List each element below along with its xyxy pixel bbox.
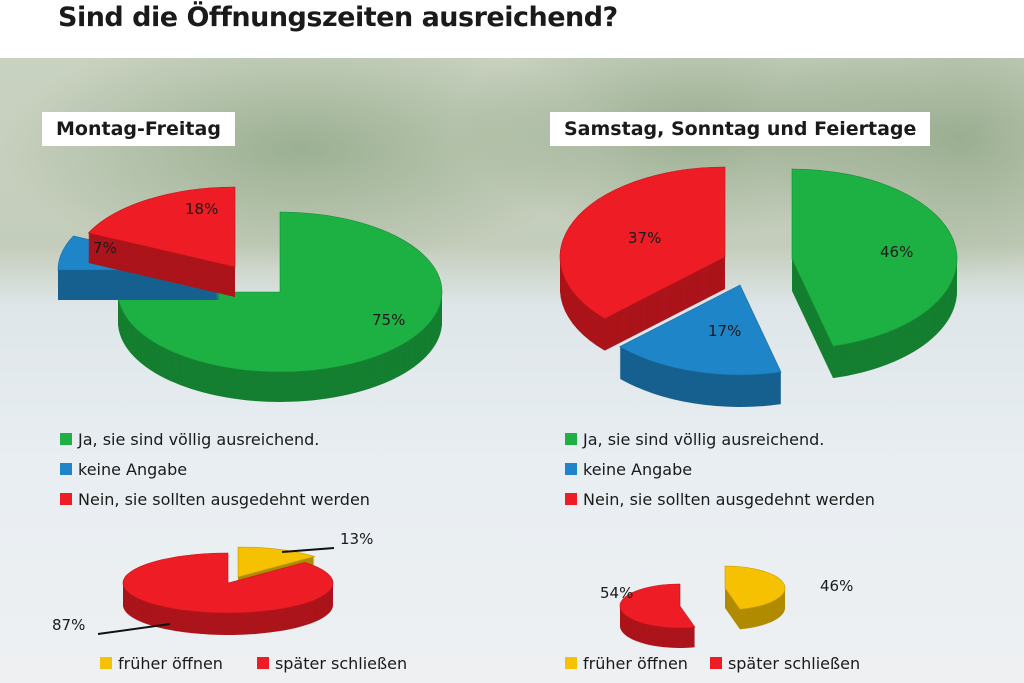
pie-chart-2: 13% 87%: [52, 530, 373, 636]
legend-swatch-yellow: [100, 657, 112, 669]
legend-swatch-blue: [565, 463, 577, 475]
pie-chart-3: 46% 54%: [600, 565, 853, 648]
data-label: 87%: [52, 616, 85, 634]
data-label: 17%: [708, 322, 741, 340]
legend-bottom-left: früher öffnen später schließen: [100, 648, 407, 678]
legend-label: später schließen: [727, 653, 861, 673]
legend-swatch-red: [709, 657, 722, 669]
legend-swatch-red: [256, 657, 269, 669]
legend-swatch-green: [60, 433, 72, 445]
panel-title-weekend: Samstag, Sonntag und Feiertage: [550, 112, 931, 146]
label-leader-line: [97, 623, 171, 635]
pie-slice-top: [117, 211, 443, 373]
legend-label: Nein, sie sollten ausgedehnt werden: [583, 489, 875, 509]
panel-title-weekdays: Montag-Freitag: [42, 112, 235, 146]
legend-label: Nein, sie sollten ausgedehnt werden: [78, 489, 370, 509]
pie-slice-top: [724, 565, 786, 610]
data-label: 7%: [93, 239, 117, 257]
legend-swatch-yellow: [565, 657, 577, 669]
legend-label: später schließen: [274, 653, 408, 673]
pie-slice-top: [237, 546, 316, 578]
pie-chart-0: 75% 7% 18%: [57, 186, 443, 402]
pie-slice: [87, 186, 236, 297]
label-leader-line: [281, 547, 335, 553]
pie-slice: [619, 583, 696, 648]
legend-label: Ja, sie sind völlig ausreichend.: [583, 429, 825, 449]
pie-slice: [791, 168, 958, 379]
data-label: 46%: [880, 243, 913, 261]
legend-label: früher öffnen: [583, 653, 688, 673]
pie-slice: [619, 284, 782, 407]
legend-label: früher öffnen: [118, 653, 223, 673]
legend-weekend: Ja, sie sind völlig ausreichend. keine A…: [565, 424, 875, 514]
pie-slice: [117, 211, 443, 402]
legend-label: Ja, sie sind völlig ausreichend.: [78, 429, 320, 449]
legend-swatch-red: [60, 493, 72, 505]
legend-swatch-green: [565, 433, 577, 445]
legend-swatch-red: [565, 493, 577, 505]
data-label: 18%: [185, 200, 218, 218]
legend-weekdays: Ja, sie sind völlig ausreichend. keine A…: [60, 424, 370, 514]
data-label: 37%: [628, 229, 661, 247]
pie-slice: [724, 565, 786, 630]
pie-slice: [122, 552, 334, 636]
pie-slice: [559, 166, 726, 351]
pie-slice-top: [559, 166, 726, 319]
legend-label: keine Angabe: [583, 459, 693, 479]
legend-label: keine Angabe: [78, 459, 188, 479]
pie-slice-top: [791, 168, 958, 347]
pie-slice-top: [619, 284, 782, 376]
pie-slice-top: [122, 552, 334, 614]
pie-slice-top: [619, 583, 696, 629]
data-label: 46%: [820, 577, 853, 595]
data-label: 13%: [340, 530, 373, 548]
pie-chart-1: 46% 17% 37%: [559, 166, 958, 407]
data-label: 54%: [600, 584, 633, 602]
pie-slice-top: [87, 186, 236, 268]
page-title: Sind die Öffnungszeiten ausreichend?: [58, 2, 618, 33]
legend-bottom-right: früher öffnen später schließen: [565, 648, 860, 678]
data-label: 75%: [372, 311, 405, 329]
legend-swatch-blue: [60, 463, 72, 475]
